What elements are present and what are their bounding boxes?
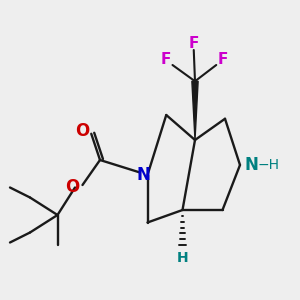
Text: F: F — [189, 36, 199, 51]
Text: O: O — [65, 178, 80, 196]
Text: F: F — [217, 52, 228, 68]
Text: H: H — [177, 250, 188, 265]
Polygon shape — [192, 81, 198, 140]
Text: N: N — [137, 166, 151, 184]
Text: O: O — [75, 122, 90, 140]
Text: −H: −H — [257, 158, 280, 172]
Text: N: N — [245, 156, 259, 174]
Text: F: F — [161, 52, 171, 68]
